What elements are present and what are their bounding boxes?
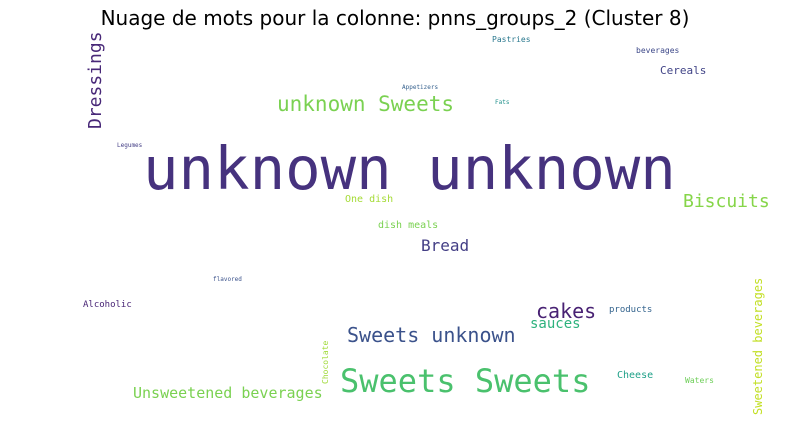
word: Alcoholic	[83, 300, 132, 310]
word: Chocolate	[321, 340, 330, 384]
word: Dressings	[85, 31, 106, 129]
word: Sweetened beverages	[751, 277, 765, 415]
word: Waters	[685, 376, 714, 385]
word: Bread	[421, 236, 470, 255]
word: Fats	[495, 99, 510, 106]
chart-title: Nuage de mots pour la colonne: pnns_grou…	[100, 6, 690, 30]
word: Cheese	[617, 370, 654, 381]
word: Sweets Sweets	[340, 362, 591, 400]
word: cakes	[536, 299, 597, 323]
word: One dish	[345, 194, 394, 205]
word: products	[609, 305, 653, 315]
word: Biscuits	[683, 191, 770, 212]
word: dish meals	[378, 220, 439, 231]
word: unknown Sweets	[277, 92, 455, 116]
word: Appetizers	[402, 84, 439, 91]
word: Sweets unknown	[347, 323, 516, 347]
word: unknown unknown	[143, 134, 676, 203]
word: sauces	[530, 316, 581, 332]
word: beverages	[636, 46, 680, 55]
word: Pastries	[492, 35, 531, 44]
word: Legumes	[117, 142, 143, 149]
word: Unsweetened beverages	[133, 384, 323, 402]
word: flavored	[213, 276, 242, 283]
word: Cereals	[660, 64, 707, 77]
